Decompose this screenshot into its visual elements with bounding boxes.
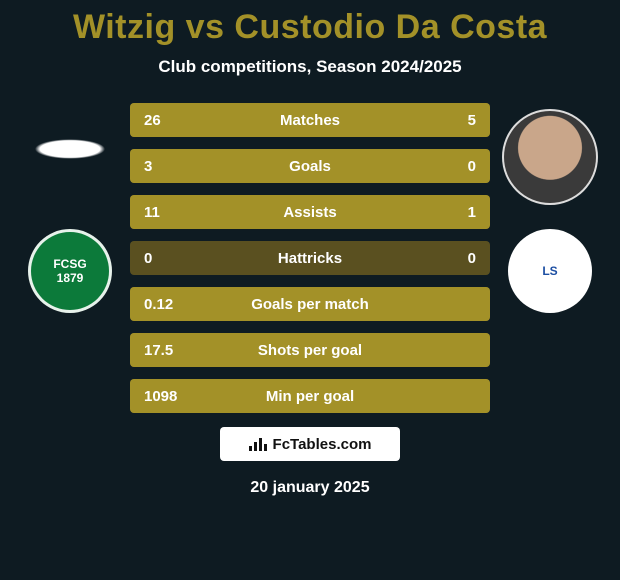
stat-label: Assists bbox=[200, 204, 420, 221]
stat-label: Hattricks bbox=[200, 250, 420, 267]
comparison-card: Witzig vs Custodio Da Costa Club competi… bbox=[0, 0, 620, 580]
stat-label: Goals bbox=[200, 158, 420, 175]
right-club-badge: LS bbox=[508, 229, 592, 313]
stat-left-value: 1098 bbox=[130, 388, 200, 405]
stat-row: 11Assists1 bbox=[130, 195, 490, 229]
stats-column: 26Matches53Goals011Assists10Hattricks00.… bbox=[130, 103, 490, 413]
stat-left-value: 3 bbox=[130, 158, 200, 175]
stat-label: Shots per goal bbox=[200, 342, 420, 359]
stat-left-value: 0 bbox=[130, 250, 200, 267]
right-player-column: LS bbox=[490, 103, 610, 313]
stat-label: Min per goal bbox=[200, 388, 420, 405]
left-club-badge-text: FCSG 1879 bbox=[53, 257, 86, 285]
right-player-face-silhouette bbox=[504, 111, 596, 203]
stat-right-value: 0 bbox=[420, 250, 490, 267]
stat-left-value: 0.12 bbox=[130, 296, 200, 313]
stat-row: 26Matches5 bbox=[130, 103, 490, 137]
stat-right-value: 5 bbox=[420, 112, 490, 129]
comparison-date: 20 january 2025 bbox=[250, 479, 369, 497]
stat-left-value: 11 bbox=[130, 204, 200, 221]
stat-row: 0Hattricks0 bbox=[130, 241, 490, 275]
stat-label: Goals per match bbox=[200, 296, 420, 313]
stat-row: 3Goals0 bbox=[130, 149, 490, 183]
fctables-brand-badge[interactable]: FcTables.com bbox=[220, 427, 400, 461]
stat-right-value: 1 bbox=[420, 204, 490, 221]
stat-left-value: 26 bbox=[130, 112, 200, 129]
page-subtitle: Club competitions, Season 2024/2025 bbox=[158, 57, 461, 77]
right-club-badge-text: LS bbox=[542, 264, 557, 278]
stat-right-value: 0 bbox=[420, 158, 490, 175]
stat-row: 0.12Goals per match bbox=[130, 287, 490, 321]
left-player-photo-placeholder bbox=[17, 129, 123, 169]
right-player-photo bbox=[502, 109, 598, 205]
bars-icon bbox=[249, 437, 267, 451]
main-row: FCSG 1879 26Matches53Goals011Assists10Ha… bbox=[0, 103, 620, 413]
left-club-badge: FCSG 1879 bbox=[28, 229, 112, 313]
stat-row: 17.5Shots per goal bbox=[130, 333, 490, 367]
page-title: Witzig vs Custodio Da Costa bbox=[73, 8, 547, 47]
stat-row: 1098Min per goal bbox=[130, 379, 490, 413]
stat-left-value: 17.5 bbox=[130, 342, 200, 359]
left-player-column: FCSG 1879 bbox=[10, 103, 130, 313]
brand-label: FcTables.com bbox=[273, 436, 372, 453]
stat-label: Matches bbox=[200, 112, 420, 129]
